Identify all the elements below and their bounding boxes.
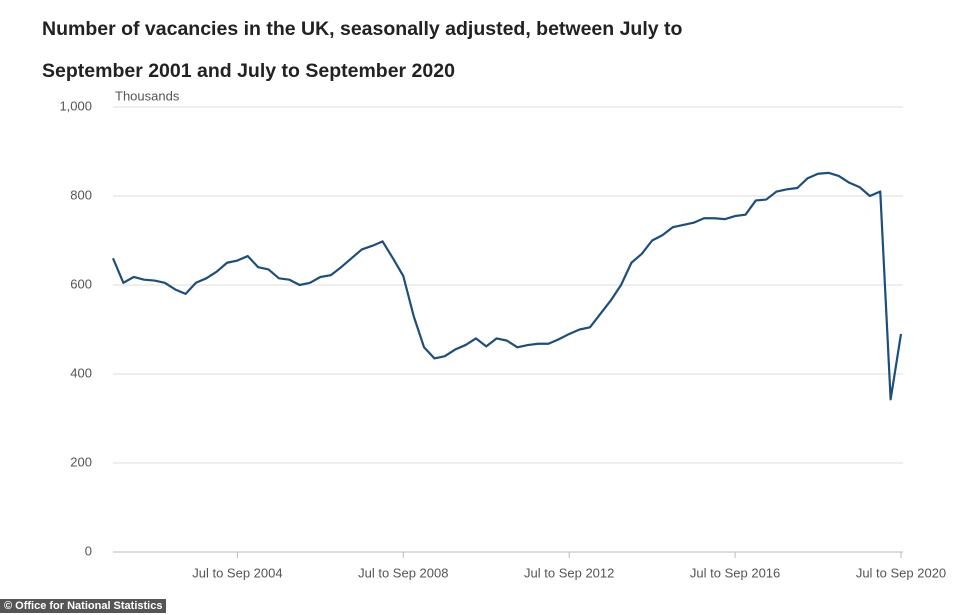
y-tick-label: 0	[85, 543, 92, 558]
line-series	[111, 171, 903, 401]
y-tick-label: 200	[70, 454, 92, 469]
x-tick-label: Jul to Sep 2008	[358, 565, 448, 580]
x-tick-label: Jul to Sep 2012	[524, 565, 614, 580]
x-tick-label: Jul to Sep 2020	[856, 565, 946, 580]
x-tick-label: Jul to Sep 2016	[690, 565, 780, 580]
y-tick-label: 800	[70, 187, 92, 202]
y-tick-label: 600	[70, 276, 92, 291]
x-tick-label: Jul to Sep 2004	[192, 565, 282, 580]
y-tick-label: 400	[70, 365, 92, 380]
y-tick-label: 1,000	[59, 98, 92, 113]
source: © Office for National Statistics	[0, 599, 167, 613]
chart-title: Number of vacancies in the UK, seasonall…	[42, 18, 683, 82]
y-axis-label: Thousands	[115, 88, 180, 103]
